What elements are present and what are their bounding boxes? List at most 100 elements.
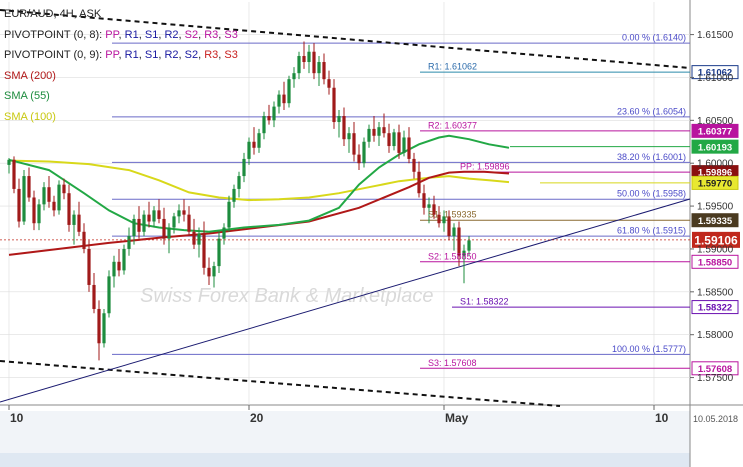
candle-body: [317, 62, 321, 74]
candle-body: [387, 133, 391, 147]
candle-body: [357, 154, 361, 164]
candle-body: [377, 127, 381, 136]
candle-body: [92, 284, 96, 309]
candle-body: [337, 116, 341, 123]
legend-item: S3: [224, 49, 238, 61]
rising-support-line: [0, 198, 691, 403]
candle-body: [262, 116, 266, 134]
legend-row: SMA (200): [4, 66, 238, 87]
candle-body: [57, 184, 61, 211]
candle-body: [212, 266, 216, 277]
candle-body: [162, 218, 166, 239]
legend-item: R3: [204, 28, 219, 41]
legend-item: S1: [144, 28, 159, 41]
candle-body: [157, 210, 161, 219]
candle-body: [62, 184, 66, 194]
candle-body: [442, 216, 446, 224]
candle-body: [367, 128, 371, 142]
level-price-tag-text: 1.61062: [698, 68, 732, 79]
legend-item: R2: [164, 49, 179, 61]
candle-body: [217, 238, 221, 267]
level-label: 61.80 % (1.5915): [617, 226, 686, 236]
candle-body: [352, 133, 356, 155]
candle-body: [242, 158, 246, 177]
y-tick-label: 1.59500: [697, 202, 734, 213]
sma100-line: [8, 159, 510, 202]
candle-body: [257, 133, 261, 148]
candle-body: [222, 227, 226, 239]
candle-body: [312, 51, 316, 74]
x-tick-label: 20: [250, 411, 264, 425]
candle-body: [277, 94, 281, 107]
candle-body: [282, 94, 286, 104]
legend-item: PP: [105, 28, 119, 41]
level-label: R1: 1.61062: [428, 62, 477, 72]
candle-body: [142, 214, 146, 232]
level-price-tag: [691, 361, 739, 376]
candle-body: [147, 214, 151, 222]
candle-body: [67, 193, 71, 225]
candle-body: [12, 159, 16, 189]
lower-trendline: [0, 360, 561, 407]
level-label: 100.00 % (1.5777): [612, 344, 686, 354]
level-price-tag: [691, 300, 739, 315]
candle-body: [382, 127, 386, 134]
candle-body: [197, 233, 201, 245]
candle-body: [192, 231, 196, 245]
level-label: R2: 1.60377: [428, 120, 477, 130]
candle-body: [347, 133, 351, 140]
level-price-tag-text: 1.58322: [698, 303, 732, 314]
candle-body: [82, 231, 86, 249]
candle-body: [432, 204, 436, 215]
y-tick-label: 1.60000: [697, 159, 734, 170]
candle-body: [37, 204, 41, 224]
legend-item: S1: [144, 49, 159, 61]
level-price-tag-text: 1.60193: [698, 142, 732, 153]
chart-legend: EUR/AUD, 4H, ASK PIVOTPOINT (0, 8): PP, R…: [4, 4, 238, 127]
legend-row: SMA (100): [4, 107, 238, 128]
candle-body: [152, 210, 156, 222]
level-price-tag-text: 1.60377: [698, 126, 732, 137]
candle-body: [452, 227, 456, 237]
legend-row: PIVOTPOINT (0, 9): PP, R1, S1, R2, S2, R…: [4, 49, 238, 61]
level-label: PP: 1.59896: [460, 162, 510, 172]
candle-body: [437, 214, 441, 224]
candle-body: [177, 210, 181, 217]
candle-body: [42, 187, 46, 205]
candle-body: [302, 56, 306, 63]
watermark-text: Swiss Forex Bank & Marketplace: [140, 285, 433, 307]
candle-body: [427, 204, 431, 208]
candle-body: [112, 261, 116, 277]
legend-item: S2: [184, 49, 199, 61]
level-price-tag-text: 1.59896: [698, 168, 732, 179]
candle-body: [422, 193, 426, 208]
current-price-tag: [692, 231, 740, 248]
candle-body: [447, 216, 451, 237]
x-tick-label: 10: [655, 411, 669, 425]
candle-body: [402, 137, 406, 153]
candle-body: [267, 116, 271, 121]
candle-body: [252, 141, 256, 148]
candle-body: [417, 171, 421, 194]
legend-item: R1: [124, 49, 139, 61]
candle-body: [137, 218, 141, 232]
candle-body: [97, 308, 101, 344]
legend-label: EUR/AUD, 4H, ASK: [4, 8, 102, 20]
candle-body: [122, 248, 126, 271]
candle-body: [237, 176, 241, 189]
candle-body: [462, 250, 466, 256]
candle-body: [397, 132, 401, 153]
candle-body: [182, 210, 186, 215]
current-price-text: 1.59106: [694, 233, 738, 247]
candle-body: [32, 197, 36, 224]
candle-body: [362, 141, 366, 164]
candle-body: [327, 79, 331, 88]
candle-body: [187, 214, 191, 232]
candle-body: [22, 176, 26, 222]
legend-label: PIVOTPOINT (0, 8):: [4, 28, 103, 41]
legend-item: S3: [224, 28, 238, 41]
candle-body: [87, 248, 91, 285]
legend-label: SMA (200): [4, 69, 56, 82]
